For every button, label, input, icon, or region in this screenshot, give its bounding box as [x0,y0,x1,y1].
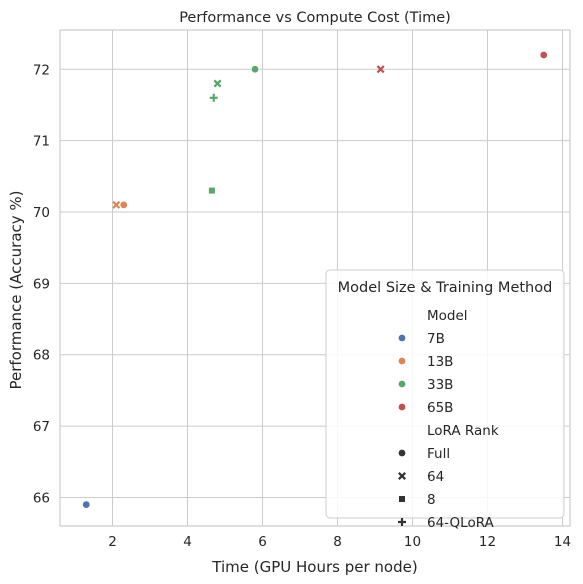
y-tick-label: 72 [33,62,50,78]
legend-label: 33B [427,377,453,393]
x-tick-label: 4 [183,534,192,550]
legend-box [325,269,565,519]
y-tick-label: 69 [33,276,50,292]
y-tick-labels: 66 67 68 69 70 71 72 [33,62,50,506]
legend-marker [397,333,407,343]
x-tick-label: 12 [479,534,496,550]
x-tick-label: 6 [258,534,267,550]
legend-marker [397,356,407,366]
data-point [208,187,215,194]
x-tick-label: 8 [333,534,342,550]
legend-marker [398,518,406,526]
x-axis-label: Time (GPU Hours per node) [211,558,417,576]
data-point [539,50,548,60]
legend-label: 13B [427,354,453,370]
y-tick-label: 66 [33,490,50,506]
y-tick-label: 70 [33,205,50,221]
y-axis-label: Performance (Accuracy %) [7,190,25,389]
legend-marker [399,496,405,502]
x-tick-label: 2 [108,534,117,550]
chart-title: Performance vs Compute Cost (Time) [179,10,451,26]
legend-marker [397,448,407,458]
data-point [209,93,218,102]
y-tick-label: 67 [33,419,50,435]
legend-label: 64-QLoRA [427,515,495,531]
data-point [250,65,260,74]
y-tick-label: 68 [33,348,50,364]
data-point [112,200,121,209]
legend-model-header: Model [427,308,468,324]
legend-label: 64 [427,469,444,485]
data-point [376,65,385,74]
legend-marker [398,472,406,480]
legend-label: 7B [427,331,445,347]
legend-marker [397,379,407,389]
x-tick-label: 10 [404,534,421,550]
legend-rank-header: LoRA Rank [427,423,499,439]
x-tick-labels: 2 4 6 8 10 12 14 [108,534,571,550]
y-tick-label: 71 [33,134,50,150]
legend-title: Model Size & Training Method [338,280,553,296]
data-point [119,200,128,210]
legend-marker [397,402,407,412]
data-point [82,500,91,509]
data-points [82,50,548,509]
x-tick-label: 14 [554,534,571,550]
legend-label: 65B [427,400,453,416]
plot-frame [59,29,571,527]
legend: Model Size & Training Method Model 7B 13B 3… [325,269,565,531]
legend-label: Full [427,446,450,462]
legend-label: 8 [427,492,436,508]
data-point [213,79,222,88]
